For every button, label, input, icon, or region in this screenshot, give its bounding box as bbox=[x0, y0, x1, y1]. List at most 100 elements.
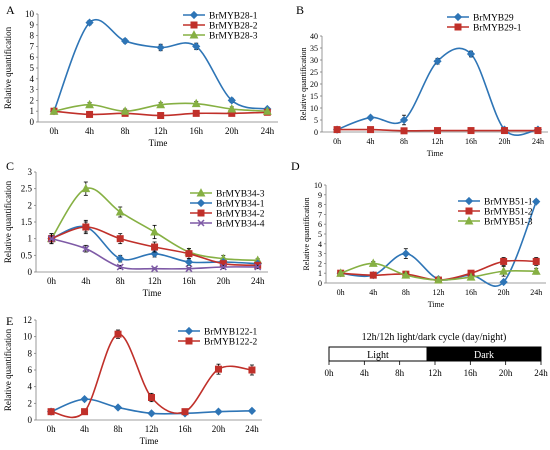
data-point bbox=[247, 406, 257, 415]
y-tick-label: 4 bbox=[30, 74, 35, 84]
y-axis-label: Relative quantification bbox=[3, 26, 13, 109]
y-tick-label: 5 bbox=[314, 116, 318, 125]
legend-label: BrMYB34-4 bbox=[216, 220, 265, 230]
y-tick-label: 10 bbox=[23, 332, 33, 342]
x-tick-label: 24h bbox=[261, 126, 275, 136]
y-tick-label: 4 bbox=[318, 240, 322, 249]
panel-d-label: D bbox=[291, 159, 300, 173]
data-point bbox=[120, 106, 130, 115]
data-point bbox=[499, 277, 508, 287]
data-point bbox=[181, 408, 189, 416]
data-point bbox=[433, 57, 442, 66]
data-point bbox=[534, 127, 542, 135]
data-point bbox=[254, 263, 262, 271]
data-point bbox=[367, 126, 375, 134]
y-tick-label: 0 bbox=[28, 415, 33, 425]
y-tick-label: 0 bbox=[30, 117, 35, 127]
data-point bbox=[185, 250, 193, 258]
x-tick-label: 20h bbox=[225, 126, 239, 136]
panel-b: B 0 5 10 15 20 25 30 35 40 0h 4h 8h 12h 16h 20h 24h Time… bbox=[296, 3, 548, 158]
light-label: Light bbox=[367, 350, 389, 361]
y-tick-label: 8 bbox=[318, 201, 322, 210]
y-tick-label: 6 bbox=[30, 52, 35, 62]
data-point bbox=[151, 243, 159, 251]
legend-marker bbox=[184, 326, 194, 336]
data-point bbox=[47, 235, 55, 243]
legend-marker bbox=[185, 337, 193, 345]
x-tick-label: 16h bbox=[182, 276, 196, 286]
data-point bbox=[116, 254, 125, 263]
x-tick-label: 0h bbox=[333, 137, 341, 146]
x-tick-label: 16h bbox=[178, 424, 192, 434]
data-point bbox=[156, 43, 165, 52]
data-point bbox=[80, 395, 89, 404]
data-point bbox=[369, 271, 377, 279]
y-tick-label: 12 bbox=[23, 315, 32, 325]
chart-c: 0 0.5 1 1.5 2 2.5 3 0h 4h 8h 12h 16h 20h 24h Time Relat… bbox=[3, 167, 268, 298]
data-point bbox=[500, 127, 508, 135]
y-tick-label: 1.5 bbox=[21, 217, 33, 227]
y-tick-label: 25 bbox=[310, 68, 318, 77]
x-tick-label: 8h bbox=[402, 288, 410, 297]
y-axis-label: Relative quantification bbox=[3, 180, 13, 263]
y-tick-label: 15 bbox=[310, 92, 318, 101]
y-tick-label: 10 bbox=[310, 104, 318, 113]
panel-e: E 0 2 4 6 8 10 12 0h 4h 8h 12h 16h 20h 24h Time Relativ… bbox=[3, 314, 262, 446]
legend-marker bbox=[197, 219, 205, 227]
data-point bbox=[85, 18, 94, 27]
data-point bbox=[248, 366, 256, 374]
x-tick-label: 0h bbox=[337, 288, 345, 297]
x-tick-label: 16h bbox=[465, 137, 477, 146]
data-point bbox=[82, 245, 90, 253]
data-point bbox=[434, 275, 443, 284]
y-tick-label: 2 bbox=[318, 259, 322, 268]
data-point bbox=[262, 106, 272, 115]
y-tick-label: 2.5 bbox=[21, 184, 33, 194]
y-tick-label: 9 bbox=[318, 191, 322, 200]
legend-label: BrMYB34-3 bbox=[216, 190, 265, 200]
x-tick-label: 24h bbox=[532, 137, 544, 146]
data-point bbox=[191, 98, 201, 108]
x-tick-label: 4h bbox=[85, 126, 95, 136]
panel-a-label: A bbox=[6, 3, 15, 17]
data-point bbox=[47, 408, 55, 416]
chart-b: 0 5 10 15 20 25 30 35 40 0h 4h 8h 12h 16h 20h 24h Time Re… bbox=[299, 12, 548, 158]
x-axis-label: Time bbox=[149, 138, 168, 148]
x-tick-label: 16h bbox=[189, 126, 203, 136]
cycle-tick-label: 24h bbox=[534, 368, 548, 378]
data-point bbox=[150, 227, 160, 236]
x-tick-label: 12h bbox=[432, 288, 444, 297]
legend-label: BrMYB29 bbox=[473, 14, 514, 24]
y-tick-label: 30 bbox=[310, 56, 318, 65]
y-tick-label: 5 bbox=[318, 230, 322, 239]
legend-label: BrMYB28-3 bbox=[209, 32, 258, 42]
x-axis-label: Time bbox=[140, 436, 159, 446]
legend-label: BrMYB34-2 bbox=[216, 210, 265, 220]
data-point bbox=[366, 113, 375, 122]
data-point bbox=[184, 257, 194, 267]
y-tick-label: 4 bbox=[28, 382, 33, 392]
y-tick-label: 10 bbox=[25, 9, 35, 19]
y-tick-label: 6 bbox=[318, 220, 322, 229]
series-BrMYB29 bbox=[332, 47, 543, 136]
legend-label: BrMYB51-3 bbox=[484, 218, 533, 228]
legend-marker bbox=[190, 21, 198, 29]
data-point bbox=[399, 115, 409, 125]
data-point bbox=[157, 112, 165, 120]
y-tick-label: 10 bbox=[314, 181, 322, 190]
data-point bbox=[151, 265, 159, 273]
x-tick-label: 0h bbox=[50, 126, 60, 136]
data-point bbox=[401, 249, 410, 258]
cycle-tick-label: 20h bbox=[499, 368, 513, 378]
data-point bbox=[113, 403, 123, 412]
y-tick-label: 5 bbox=[30, 63, 35, 73]
dark-bar bbox=[426, 346, 542, 362]
x-tick-label: 20h bbox=[498, 288, 510, 297]
y-tick-label: 7 bbox=[30, 41, 35, 51]
y-tick-label: 0 bbox=[318, 279, 322, 288]
x-tick-label: 0h bbox=[47, 424, 57, 434]
